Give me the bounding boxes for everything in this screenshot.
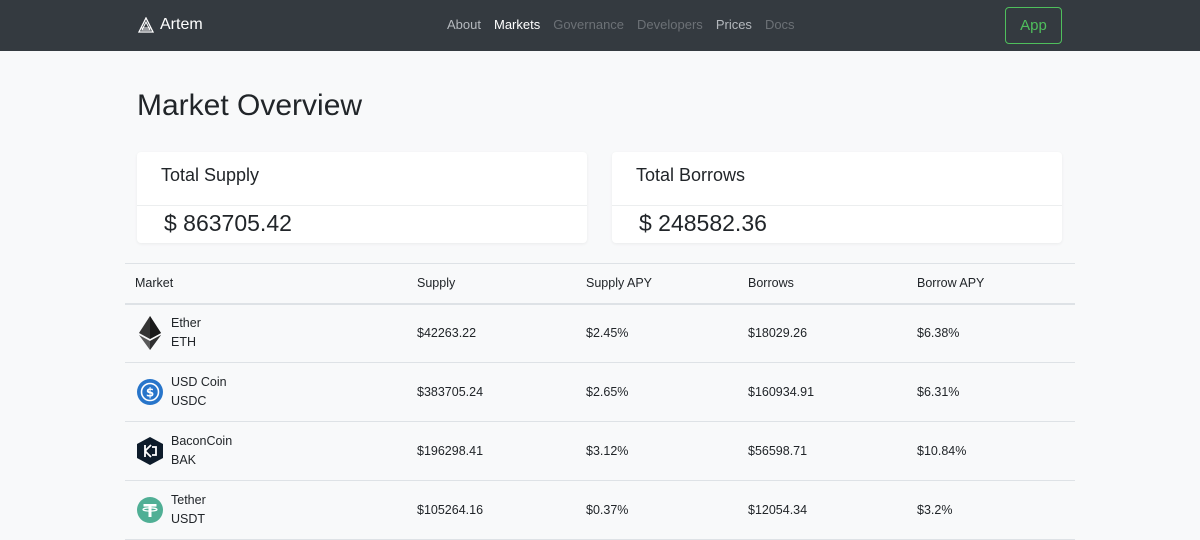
header-market: Market bbox=[125, 263, 407, 305]
navbar: Artem About Markets Governance Developer… bbox=[0, 0, 1200, 51]
borrow-apy-cell: $3.2% bbox=[907, 480, 1075, 540]
nav-link-about[interactable]: About bbox=[447, 17, 481, 32]
asset-symbol: BAK bbox=[171, 453, 197, 467]
app-button[interactable]: App bbox=[1005, 7, 1062, 44]
total-borrows-card: Total Borrows $ 248582.36 bbox=[612, 152, 1062, 243]
table-row[interactable]: $ USD Coin USDC $383705.24 $2.65% $16093… bbox=[125, 362, 1075, 422]
header-borrow-apy: Borrow APY bbox=[907, 263, 1075, 305]
borrow-apy-cell: $6.31% bbox=[907, 362, 1075, 422]
brand-name: Artem bbox=[160, 16, 203, 33]
baconcoin-icon bbox=[137, 436, 163, 466]
brand-logo-link[interactable]: Artem bbox=[138, 14, 203, 36]
table-row[interactable]: Tether USDT $105264.16 $0.37% $12054.34 … bbox=[125, 480, 1075, 540]
total-borrows-label: Total Borrows bbox=[612, 152, 1062, 206]
market-cell: BaconCoin BAK bbox=[125, 421, 407, 481]
page-title: Market Overview bbox=[137, 89, 363, 122]
supply-cell: $42263.22 bbox=[407, 303, 576, 363]
nav-link-markets[interactable]: Markets bbox=[493, 17, 541, 32]
total-supply-value: $ 863705.42 bbox=[164, 210, 292, 236]
usdc-icon: $ bbox=[137, 377, 163, 407]
market-cell: Ether ETH bbox=[125, 303, 407, 363]
supply-apy-cell: $3.12% bbox=[576, 421, 738, 481]
asset-name: Tether bbox=[171, 493, 206, 507]
borrow-apy-cell: $10.84% bbox=[907, 421, 1075, 481]
nav-link-governance: Governance bbox=[553, 17, 625, 32]
borrows-cell: $12054.34 bbox=[738, 480, 907, 540]
borrows-cell: $18029.26 bbox=[738, 303, 907, 363]
asset-symbol: USDT bbox=[171, 512, 206, 526]
total-borrows-value: $ 248582.36 bbox=[639, 210, 767, 236]
supply-apy-cell: $2.65% bbox=[576, 362, 738, 422]
ethereum-icon bbox=[137, 316, 163, 351]
supply-cell: $196298.41 bbox=[407, 421, 576, 481]
nav-link-prices[interactable]: Prices bbox=[715, 17, 752, 32]
artem-logo-icon bbox=[138, 17, 154, 33]
total-supply-card: Total Supply $ 863705.42 bbox=[137, 152, 587, 243]
header-supply: Supply bbox=[407, 263, 576, 305]
markets-table: Market Supply Supply APY Borrows Borrow … bbox=[125, 263, 1075, 540]
supply-cell: $105264.16 bbox=[407, 480, 576, 540]
supply-cell: $383705.24 bbox=[407, 362, 576, 422]
borrows-cell: $160934.91 bbox=[738, 362, 907, 422]
asset-name: BaconCoin bbox=[171, 434, 233, 448]
borrows-cell: $56598.71 bbox=[738, 421, 907, 481]
supply-apy-cell: $0.37% bbox=[576, 480, 738, 540]
table-row[interactable]: BaconCoin BAK $196298.41 $3.12% $56598.7… bbox=[125, 421, 1075, 481]
asset-name: USD Coin bbox=[171, 375, 227, 389]
market-cell: Tether USDT bbox=[125, 480, 407, 540]
nav-links: About Markets Governance Developers Pric… bbox=[447, 17, 795, 35]
asset-symbol: ETH bbox=[171, 335, 196, 350]
table-row[interactable]: Ether ETH $42263.22 $2.45% $18029.26 $6.… bbox=[125, 303, 1075, 363]
asset-name: Ether bbox=[171, 316, 201, 331]
header-supply-apy: Supply APY bbox=[576, 263, 738, 305]
tether-icon bbox=[137, 495, 163, 525]
svg-text:$: $ bbox=[146, 386, 154, 400]
header-borrows: Borrows bbox=[738, 263, 907, 305]
table-header-row: Market Supply Supply APY Borrows Borrow … bbox=[125, 263, 1075, 305]
supply-apy-cell: $2.45% bbox=[576, 303, 738, 363]
borrow-apy-cell: $6.38% bbox=[907, 303, 1075, 363]
nav-link-developers: Developers bbox=[637, 17, 703, 32]
nav-link-docs: Docs bbox=[764, 17, 795, 32]
market-cell: $ USD Coin USDC bbox=[125, 362, 407, 422]
total-supply-label: Total Supply bbox=[137, 152, 587, 206]
asset-symbol: USDC bbox=[171, 394, 207, 408]
